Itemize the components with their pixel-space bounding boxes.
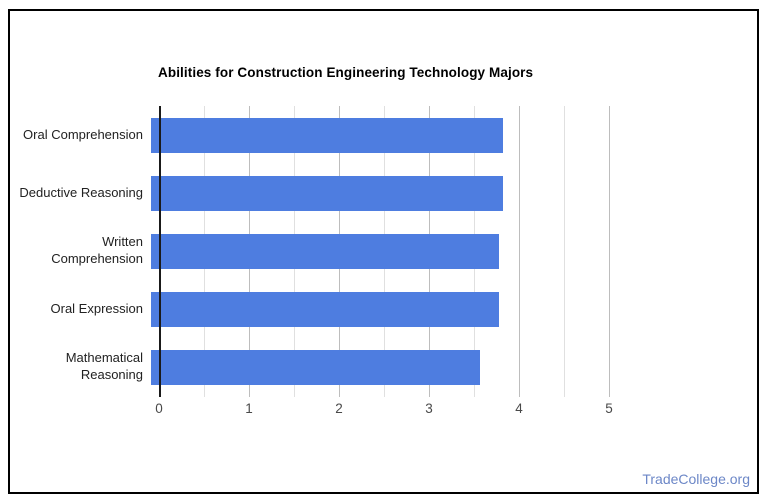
bar-row: Deductive Reasoning [10,164,757,222]
source-link[interactable]: TradeCollege.org [642,471,750,487]
bar-row: Written Comprehension [10,222,757,280]
chart-frame: Abilities for Construction Engineering T… [8,9,759,494]
x-tick-label: 3 [425,401,433,416]
gridline [563,106,565,397]
bar-rows: Oral Comprehension Deductive Reasoning W… [10,106,757,396]
gridline [608,106,610,397]
x-tick-label: 0 [155,401,163,416]
x-axis-tick-labels: 0 1 2 3 4 5 [10,401,757,419]
bar-row: Oral Expression [10,280,757,338]
chart-title: Abilities for Construction Engineering T… [158,65,534,80]
category-label: Deductive Reasoning [19,184,143,200]
x-tick-label: 4 [515,401,523,416]
x-tick-label: 1 [245,401,253,416]
category-label: Mathematical Reasoning [65,350,143,382]
bar-row: Oral Comprehension [10,106,757,164]
x-tick-label: 2 [335,401,343,416]
bar [151,349,481,385]
bar-row: Mathematical Reasoning [10,338,757,396]
chart-body: Oral Comprehension Deductive Reasoning W… [10,106,757,397]
bar [151,117,503,153]
category-label: Oral Comprehension [23,126,143,142]
bar [151,291,500,327]
category-label: Oral Expression [50,300,143,316]
gridline [518,106,520,397]
bar [151,233,500,269]
category-label: Written Comprehension [51,234,143,266]
x-tick-label: 5 [605,401,613,416]
bar [151,175,503,211]
y-axis-line [159,106,161,397]
